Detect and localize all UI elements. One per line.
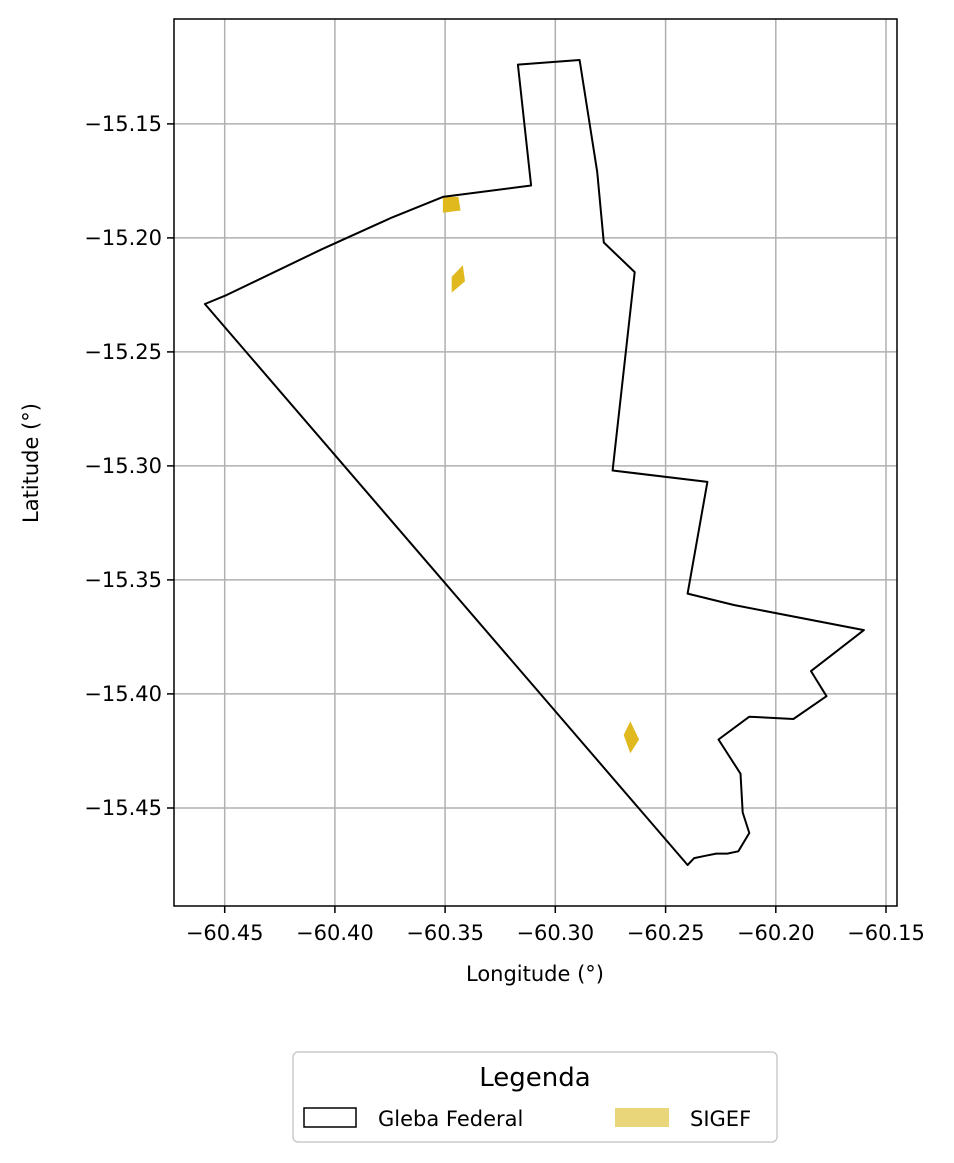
y-tick-label: −15.20	[84, 226, 162, 250]
legend-swatch-gleba-federal	[303, 1107, 357, 1128]
sigef-parcel-2	[451, 265, 465, 293]
legend-swatch-sigef	[615, 1108, 669, 1127]
x-axis-label: Longitude (°)	[466, 962, 604, 986]
x-tick-label: −60.25	[627, 921, 705, 945]
x-tick-label: −60.30	[516, 921, 594, 945]
x-tick-label: −60.35	[406, 921, 484, 945]
legend: Legenda Gleba Federal SIGEF	[292, 1051, 778, 1143]
x-tick-label: −60.15	[847, 921, 925, 945]
y-tick-label: −15.40	[84, 682, 162, 706]
legend-label-sigef: SIGEF	[690, 1107, 751, 1131]
sigef-parcel-3	[623, 721, 640, 754]
x-axis: −60.45 −60.40 −60.35 −60.30 −60.25 −60.20 −60.…	[186, 906, 925, 945]
y-tick-label: −15.30	[84, 454, 162, 478]
x-tick-label: −60.40	[296, 921, 374, 945]
y-axis: −15.15 −15.20 −15.25 −15.30 −15.35 −15.40 −15.…	[84, 112, 174, 820]
x-tick-label: −60.45	[186, 921, 264, 945]
sigef-parcel-1	[442, 196, 461, 213]
y-tick-label: −15.45	[84, 796, 162, 820]
legend-label-gleba-federal: Gleba Federal	[378, 1107, 523, 1131]
plot-data	[203, 59, 865, 866]
x-tick-label: −60.20	[737, 921, 815, 945]
y-tick-label: −15.15	[84, 112, 162, 136]
y-tick-label: −15.35	[84, 568, 162, 592]
legend-title: Legenda	[479, 1063, 590, 1093]
grid	[174, 19, 897, 906]
plot-frame	[173, 18, 898, 907]
y-tick-label: −15.25	[84, 340, 162, 364]
y-axis-label: Latitude (°)	[19, 403, 43, 523]
gleba-federal-boundary	[203, 59, 865, 866]
